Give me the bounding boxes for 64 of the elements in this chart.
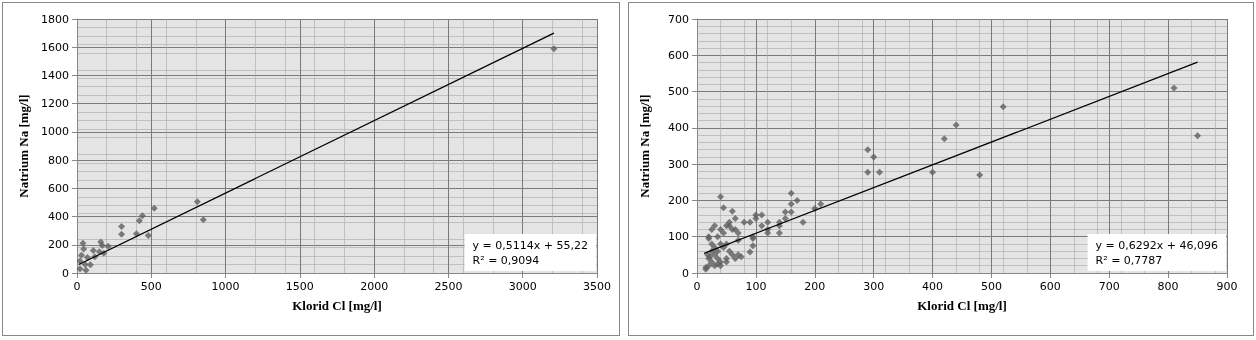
y-tick-label: 400 xyxy=(48,210,69,224)
x-tick-label: 200 xyxy=(804,280,826,293)
annotation: R² = 0,7787 xyxy=(1095,254,1163,267)
annotation: y = 0,5114x + 55,22 xyxy=(472,239,588,252)
y-axis-title: Natrium Na [mg/l] xyxy=(16,94,32,198)
y-tick-label: 1400 xyxy=(41,68,69,82)
annotation: R² = 0,9094 xyxy=(472,254,540,267)
x-tick-label: 700 xyxy=(1098,280,1120,293)
x-axis-title: Klorid Cl [mg/l] xyxy=(917,298,1007,313)
point xyxy=(118,230,126,238)
y-tick-label: 600 xyxy=(668,48,689,62)
x-tick-label: 600 xyxy=(1039,280,1061,293)
x-axis-title: Klorid Cl [mg/l] xyxy=(292,298,382,313)
point xyxy=(144,232,152,240)
point xyxy=(199,216,207,224)
point xyxy=(89,246,97,254)
x-tick-label: 3000 xyxy=(508,280,537,293)
point xyxy=(81,261,89,269)
point xyxy=(80,245,88,253)
y-tick-label: 0 xyxy=(62,266,69,280)
y-tick-label: 500 xyxy=(668,85,689,99)
point xyxy=(132,230,140,238)
y-tick-label: 100 xyxy=(668,230,689,244)
x-tick-label: 0 xyxy=(73,280,81,293)
point xyxy=(86,261,94,269)
point xyxy=(193,198,201,206)
point xyxy=(138,212,146,220)
point xyxy=(76,265,84,273)
y-tick-label: 700 xyxy=(668,12,689,26)
point xyxy=(82,266,90,274)
y-tick-label: 1600 xyxy=(41,40,69,54)
x-tick-label: 500 xyxy=(980,280,1002,293)
point xyxy=(150,204,158,212)
x-tick-label: 0 xyxy=(693,280,701,293)
x-tick-label: 1000 xyxy=(211,280,240,293)
y-axis-title: Natrium Na [mg/l] xyxy=(637,94,652,198)
x-tick-label: 400 xyxy=(922,280,944,293)
y-tick-label: 1000 xyxy=(41,125,69,139)
point xyxy=(83,253,91,261)
y-tick-label: 1800 xyxy=(41,12,69,26)
y-tick-label: 200 xyxy=(668,193,689,207)
annotation: y = 0,6292x + 46,096 xyxy=(1095,239,1218,252)
point xyxy=(104,242,112,250)
point xyxy=(118,222,126,230)
point xyxy=(135,217,143,225)
x-tick-label: 2500 xyxy=(434,280,463,293)
y-tick-label: 300 xyxy=(668,157,689,171)
y-tick-label: 400 xyxy=(668,121,689,135)
x-tick-label: 3500 xyxy=(583,280,611,293)
x-tick-label: 2000 xyxy=(360,280,389,293)
x-tick-label: 100 xyxy=(745,280,767,293)
y-tick-label: 1200 xyxy=(41,97,69,111)
x-tick-label: 1500 xyxy=(285,280,314,293)
y-tick-label: 800 xyxy=(48,153,69,167)
y-tick-label: 200 xyxy=(48,238,69,252)
y-tick-label: 0 xyxy=(682,266,689,280)
point xyxy=(77,251,85,259)
x-tick-label: 300 xyxy=(863,280,885,293)
x-tick-label: 500 xyxy=(140,280,162,293)
y-tick-label: 600 xyxy=(48,181,69,195)
point xyxy=(550,45,558,53)
point xyxy=(79,239,87,247)
x-tick-label: 900 xyxy=(1216,280,1238,293)
x-tick-label: 800 xyxy=(1157,280,1179,293)
